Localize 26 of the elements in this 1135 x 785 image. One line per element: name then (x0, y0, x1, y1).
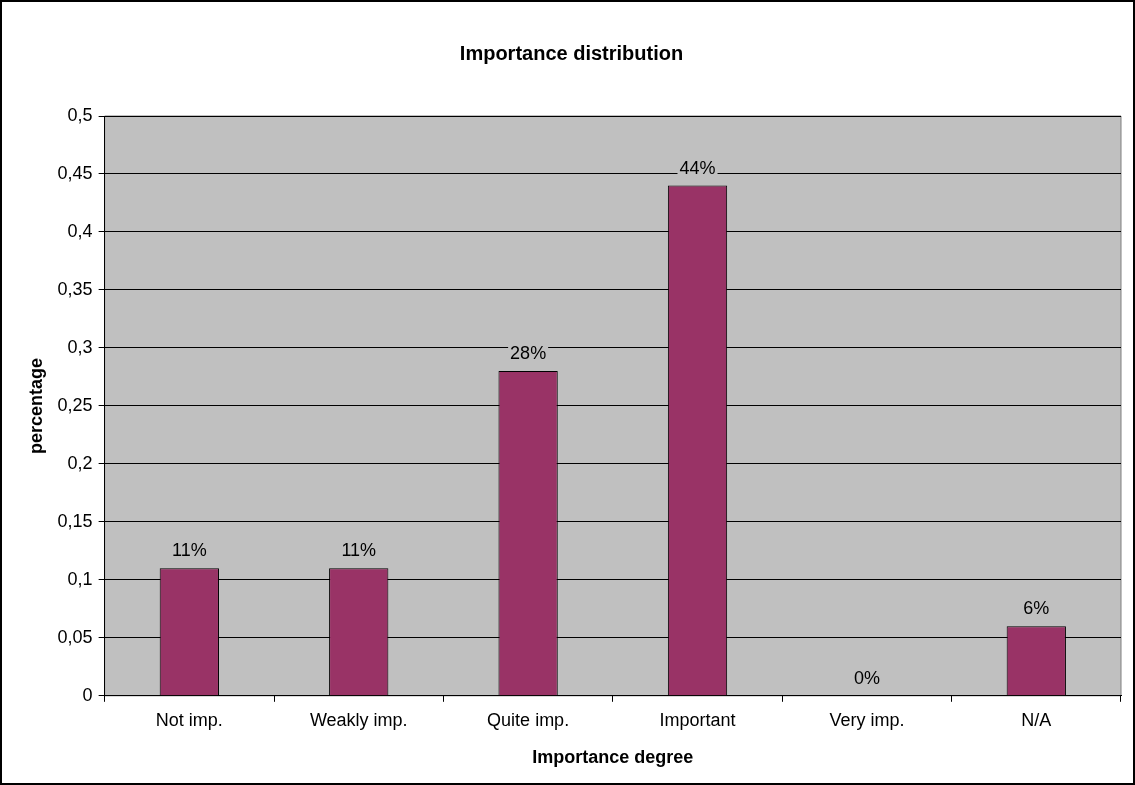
data-label: 6% (1023, 598, 1050, 619)
y-tick-label: 0,5 (67, 104, 93, 125)
x-tick-label: Quite imp. (487, 709, 570, 730)
y-tick-label: 0,2 (67, 452, 93, 473)
y-axis-title: percentage (25, 357, 46, 454)
x-tick-label: Very imp. (829, 709, 905, 730)
chart-title: Importance distribution (459, 41, 684, 64)
y-tick-label: 0,3 (67, 336, 93, 357)
data-label: 44% (679, 157, 716, 178)
data-label: 28% (510, 343, 547, 364)
x-tick-label: Weakly imp. (309, 709, 408, 730)
x-axis-title: Importance degree (532, 747, 694, 768)
y-tick-label: 0,35 (57, 278, 93, 299)
y-tick-label: 0,4 (67, 220, 93, 241)
y-tick-label: 0 (82, 684, 93, 705)
x-tick-label: Important (659, 709, 736, 730)
y-tick-label: 0,25 (57, 394, 93, 415)
data-label: 11% (341, 540, 377, 561)
y-tick-label: 0,15 (57, 510, 93, 531)
y-tick-label: 0,05 (57, 626, 93, 647)
x-tick-label: N/A (1021, 709, 1052, 730)
data-label: 0% (853, 667, 880, 688)
y-tick-label: 0,45 (57, 162, 93, 183)
x-tick-label: Not imp. (155, 709, 223, 730)
data-label: 11% (171, 540, 207, 561)
y-tick-label: 0,1 (67, 568, 93, 589)
